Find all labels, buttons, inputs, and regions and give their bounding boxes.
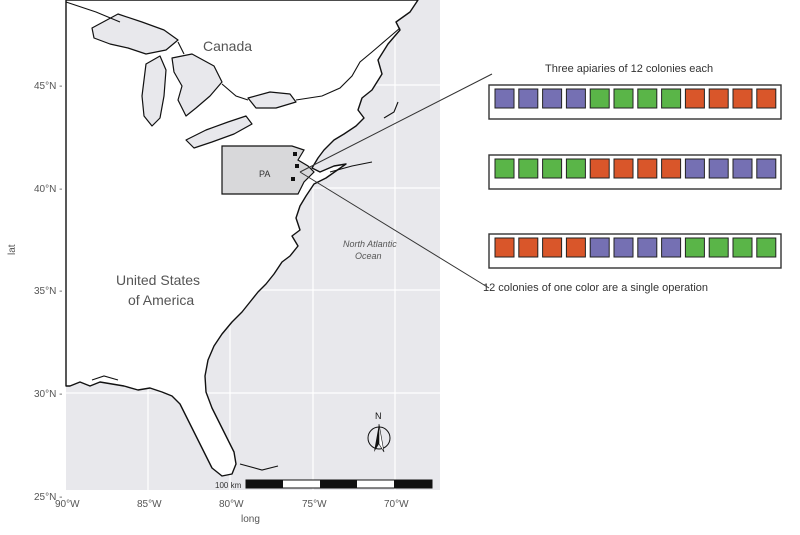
colony-square-orange: [684, 88, 705, 109]
colony-square-green: [708, 237, 729, 258]
apiary-site-marker: [293, 152, 297, 156]
colony-square-purple: [661, 237, 682, 258]
lat-tick-label: 35°N -: [34, 286, 62, 297]
lon-tick-label: 90°W: [55, 499, 80, 510]
colony-square-green: [589, 88, 610, 109]
scale-bar: 100 km: [215, 479, 433, 490]
label-usa-line2: of America: [128, 292, 194, 308]
lat-tick-label: 25°N -: [34, 492, 62, 503]
colony-square-green: [542, 158, 563, 179]
colony-square-purple: [494, 88, 515, 109]
lon-tick-label: 70°W: [384, 499, 409, 510]
lake-superior: [91, 13, 179, 55]
great-lakes: [91, 13, 297, 149]
lake-michigan: [141, 55, 167, 127]
lake-erie: [185, 115, 253, 149]
canada-us-border: [65, 1, 401, 101]
apiary-inset: Three apiaries of 12 colonies each 12 co…: [483, 63, 782, 294]
colony-square-green: [494, 158, 515, 179]
colony-square-green: [518, 158, 539, 179]
coastal-islands: [91, 101, 399, 471]
x-axis-title: long: [241, 514, 260, 525]
colony-square-orange: [565, 237, 586, 258]
colony-square-orange: [589, 158, 610, 179]
lake-ontario: [247, 91, 297, 109]
colony-square-purple: [756, 158, 777, 179]
colony-square-orange: [494, 237, 515, 258]
colony-square-orange: [756, 88, 777, 109]
colony-square-purple: [613, 237, 634, 258]
colony-square-orange: [661, 158, 682, 179]
colony-square-orange: [613, 158, 634, 179]
colony-square-green: [565, 158, 586, 179]
north-arrow-label: N: [375, 411, 382, 421]
lon-axis: 90°W 85°W 80°W 75°W 70°W: [55, 499, 409, 510]
lon-tick-label: 80°W: [219, 499, 244, 510]
colony-cells: [494, 88, 777, 258]
pennsylvania-shape: [221, 145, 315, 195]
colony-square-orange: [518, 237, 539, 258]
lat-tick-label: 30°N -: [34, 389, 62, 400]
colony-square-purple: [708, 158, 729, 179]
lon-tick-label: 75°W: [302, 499, 327, 510]
y-axis-title: lat: [7, 244, 18, 255]
colony-square-orange: [732, 88, 753, 109]
colony-square-purple: [637, 237, 658, 258]
apiary-inset-title: Three apiaries of 12 colonies each: [545, 63, 713, 75]
colony-square-green: [732, 237, 753, 258]
apiary-site-marker: [295, 164, 299, 168]
label-usa-line1: United States: [116, 272, 200, 288]
colony-square-green: [756, 237, 777, 258]
colony-square-green: [684, 237, 705, 258]
colony-square-green: [637, 88, 658, 109]
lat-tick-label: 45°N -: [34, 81, 62, 92]
label-canada: Canada: [203, 38, 252, 54]
lon-tick-label: 85°W: [137, 499, 162, 510]
colony-square-purple: [732, 158, 753, 179]
apiary-inset-caption: 12 colonies of one color are a single op…: [483, 282, 708, 294]
lake-huron: [171, 53, 223, 117]
colony-square-green: [661, 88, 682, 109]
colony-square-purple: [518, 88, 539, 109]
label-ocean-line2: Ocean: [355, 251, 382, 261]
apiary-site-markers: [291, 152, 299, 181]
colony-square-purple: [589, 237, 610, 258]
colony-square-purple: [565, 88, 586, 109]
colony-square-green: [613, 88, 634, 109]
pa-label: PA: [259, 169, 270, 179]
colony-square-purple: [684, 158, 705, 179]
colony-square-purple: [542, 88, 563, 109]
label-ocean-line1: North Atlantic: [343, 239, 397, 249]
colony-square-orange: [637, 158, 658, 179]
colony-square-orange: [708, 88, 729, 109]
callout-lines: [299, 73, 493, 289]
scale-bar-label: 100 km: [215, 481, 242, 490]
colony-square-orange: [542, 237, 563, 258]
north-arrow: N: [367, 411, 391, 453]
lat-axis: 45°N - 40°N - 35°N - 30°N - 25°N -: [34, 81, 62, 503]
apiary-site-marker: [291, 177, 295, 181]
lat-tick-label: 40°N -: [34, 184, 62, 195]
